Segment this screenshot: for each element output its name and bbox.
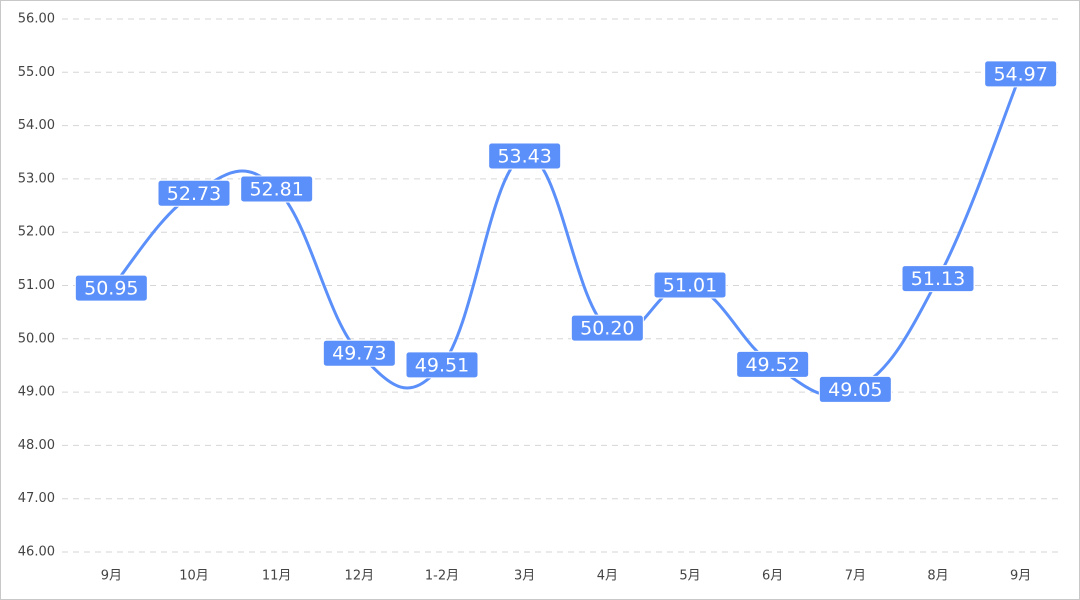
data-point bbox=[358, 352, 361, 355]
value-label: 49.51 bbox=[415, 354, 469, 376]
y-tick-label: 52.00 bbox=[18, 225, 55, 240]
x-tick-label: 7月 bbox=[845, 569, 866, 584]
data-point bbox=[275, 188, 278, 191]
value-label: 52.73 bbox=[167, 183, 221, 205]
y-tick-label: 49.00 bbox=[18, 385, 55, 400]
x-tick-label: 9月 bbox=[1010, 569, 1031, 584]
x-tick-label: 11月 bbox=[262, 569, 292, 584]
value-label: 53.43 bbox=[497, 145, 551, 167]
y-tick-label: 50.00 bbox=[18, 331, 55, 346]
data-point bbox=[523, 154, 526, 157]
x-tick-label: 8月 bbox=[927, 569, 948, 584]
value-label: 52.81 bbox=[249, 179, 303, 201]
x-tick-label: 9月 bbox=[101, 569, 122, 584]
x-tick-label: 5月 bbox=[679, 569, 700, 584]
x-tick-label: 1-2月 bbox=[425, 569, 459, 584]
value-label: 51.01 bbox=[663, 274, 717, 296]
value-label: 49.73 bbox=[332, 343, 386, 365]
data-point bbox=[771, 363, 774, 366]
data-point bbox=[193, 192, 195, 195]
y-tick-label: 46.00 bbox=[18, 545, 55, 560]
y-tick-label: 54.00 bbox=[18, 118, 55, 133]
y-tick-label: 55.00 bbox=[18, 65, 55, 80]
x-tick-label: 6月 bbox=[762, 569, 783, 584]
x-tick-label: 3月 bbox=[514, 569, 535, 584]
data-point bbox=[1019, 72, 1022, 75]
y-tick-label: 48.00 bbox=[18, 438, 55, 453]
data-point bbox=[110, 287, 113, 290]
value-label: 49.05 bbox=[828, 379, 882, 401]
value-label: 54.97 bbox=[993, 63, 1047, 85]
value-label: 50.95 bbox=[84, 278, 138, 300]
data-point bbox=[689, 283, 691, 286]
data-point bbox=[606, 327, 609, 330]
value-label: 50.20 bbox=[580, 318, 634, 340]
x-tick-label: 12月 bbox=[345, 569, 375, 584]
data-point bbox=[854, 388, 857, 391]
value-label: 51.13 bbox=[911, 268, 965, 290]
x-tick-label: 4月 bbox=[597, 569, 618, 584]
y-tick-label: 56.00 bbox=[18, 12, 55, 27]
y-tick-label: 53.00 bbox=[18, 171, 55, 186]
x-tick-label: 10月 bbox=[179, 569, 209, 584]
y-tick-label: 47.00 bbox=[18, 491, 55, 506]
value-label: 49.52 bbox=[745, 354, 799, 376]
data-point bbox=[937, 277, 939, 280]
data-point bbox=[441, 363, 443, 366]
y-tick-label: 51.00 bbox=[18, 278, 55, 293]
